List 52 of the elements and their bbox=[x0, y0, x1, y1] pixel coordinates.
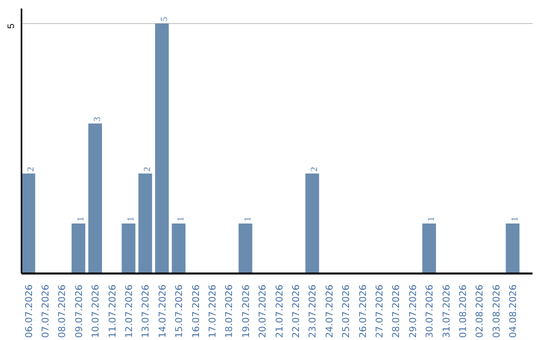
x-tick-label: 08.07.2026 bbox=[57, 284, 68, 338]
x-tick-label: 19.07.2026 bbox=[240, 284, 252, 338]
x-tick-label: 31.07.2026 bbox=[441, 284, 452, 338]
x-tick-label: 07.07.2026 bbox=[40, 284, 52, 338]
x-tick-label: 11.07.2026 bbox=[107, 284, 118, 338]
x-tick-label: 22.07.2026 bbox=[291, 284, 302, 338]
bar bbox=[155, 24, 169, 274]
bar bbox=[88, 124, 102, 274]
x-tick-label: 18.07.2026 bbox=[224, 284, 236, 338]
x-tick-label: 14.07.2026 bbox=[157, 284, 168, 338]
x-tick-label: 03.08.2026 bbox=[491, 284, 502, 338]
bar bbox=[172, 224, 186, 274]
x-tick-label: 15.07.2026 bbox=[174, 284, 186, 338]
x-tick-label: 30.07.2026 bbox=[424, 284, 436, 338]
bar bbox=[238, 224, 252, 274]
bar bbox=[72, 224, 86, 274]
x-tick-label: 10.07.2026 bbox=[90, 284, 102, 338]
data-label: 2 bbox=[310, 166, 320, 172]
x-tick-label: 29.07.2026 bbox=[408, 284, 419, 338]
data-label: 3 bbox=[93, 116, 104, 122]
x-tick-label: 27.07.2026 bbox=[374, 284, 386, 338]
data-label: 1 bbox=[427, 216, 438, 222]
data-label: 2 bbox=[26, 166, 36, 172]
data-label: 5 bbox=[160, 16, 170, 22]
data-label: 2 bbox=[143, 166, 154, 172]
data-label: 1 bbox=[243, 216, 254, 222]
x-tick-label: 06.07.2026 bbox=[24, 284, 35, 338]
bar bbox=[506, 224, 520, 274]
x-tick-label: 12.07.2026 bbox=[124, 284, 136, 338]
x-tick-label: 26.07.2026 bbox=[358, 284, 369, 338]
x-tick-label: 21.07.2026 bbox=[274, 284, 286, 338]
x-tick-label: 28.07.2026 bbox=[391, 284, 402, 338]
x-tick-label: 23.07.2026 bbox=[308, 284, 319, 338]
bar bbox=[122, 224, 136, 274]
data-label: 1 bbox=[176, 216, 187, 222]
x-tick-label: 02.08.2026 bbox=[474, 284, 486, 338]
bar bbox=[22, 174, 36, 274]
data-label: 1 bbox=[510, 216, 521, 222]
x-tick-label: 17.07.2026 bbox=[208, 284, 219, 338]
x-tick-label: 01.08.2026 bbox=[458, 284, 470, 338]
bar bbox=[138, 174, 152, 274]
data-label: 1 bbox=[76, 216, 86, 222]
data-label: 1 bbox=[126, 216, 137, 222]
x-tick-label: 04.08.2026 bbox=[508, 284, 520, 338]
bar bbox=[305, 174, 320, 274]
x-tick-label: 24.07.2026 bbox=[324, 284, 336, 338]
x-tick-label: 25.07.2026 bbox=[341, 284, 352, 338]
x-tick-label: 16.07.2026 bbox=[190, 284, 202, 338]
x-tick-label: 13.07.2026 bbox=[140, 284, 152, 338]
bar bbox=[422, 224, 436, 274]
x-tick-label: 20.07.2026 bbox=[258, 284, 269, 338]
x-tick-label: 09.07.2026 bbox=[74, 284, 85, 338]
